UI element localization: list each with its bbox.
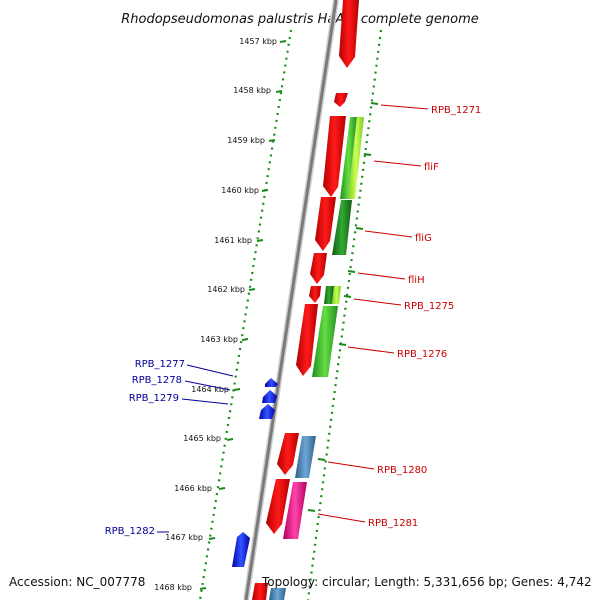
kbp-tick	[268, 139, 276, 142]
kbp-label: 1457 kbp	[239, 37, 277, 46]
gene-arrow[interactable]	[265, 378, 278, 387]
minus-strand-genes	[232, 378, 278, 567]
gene-arrow[interactable]	[332, 286, 341, 304]
gene-arrow[interactable]	[340, 117, 357, 199]
kbp-label: 1458 kbp	[233, 86, 271, 95]
gene-arrow[interactable]	[262, 390, 277, 403]
outer-tick	[343, 295, 352, 298]
topology-text: Topology: circular; Length: 5,331,656 bp…	[261, 575, 592, 589]
gene-label[interactable]: fliF	[424, 162, 439, 173]
gene-arrow[interactable]	[259, 404, 275, 419]
gene-label[interactable]: RPB_1278	[132, 375, 182, 386]
gene-arrow[interactable]	[283, 482, 307, 539]
outer-tick	[338, 343, 347, 346]
kbp-tick	[279, 40, 287, 43]
gene-arrow[interactable]	[310, 253, 327, 284]
gene-label[interactable]: RPB_1276	[397, 349, 447, 360]
gene-arrow[interactable]	[252, 583, 268, 600]
gene-label[interactable]: fliG	[415, 233, 432, 244]
gene-arrow[interactable]	[312, 306, 338, 377]
gene-arrow[interactable]	[269, 588, 286, 600]
gene-label[interactable]: RPB_1281	[368, 518, 418, 529]
plus-strand-genes	[252, 0, 359, 600]
gene-arrow[interactable]	[232, 532, 250, 567]
gene-arrow[interactable]	[348, 117, 364, 199]
leader-line	[373, 160, 422, 167]
gene-label[interactable]: RPB_1271	[431, 105, 481, 116]
gene-arrow[interactable]	[309, 286, 321, 303]
leader-line	[353, 298, 402, 306]
map-title: Rhodopseudomonas palustris HaA2, complet…	[121, 12, 479, 27]
leader-line	[347, 346, 395, 354]
gene-arrow[interactable]	[332, 200, 352, 255]
inner-dotted-track	[198, 29, 293, 600]
kbp-tick	[233, 388, 241, 391]
gene-arrow[interactable]	[324, 286, 334, 304]
gene-arrow[interactable]	[315, 197, 336, 251]
leader-line	[364, 230, 413, 238]
kbp-tick	[226, 438, 234, 441]
kbp-label: 1464 kbp	[191, 385, 229, 394]
gene-arrow[interactable]	[295, 436, 316, 478]
gene-label[interactable]: fliH	[408, 275, 425, 286]
kbp-labels: 1457 kbp 1458 kbp 1459 kbp 1460 kbp 1461…	[154, 37, 277, 592]
gene-arrow[interactable]	[334, 93, 348, 107]
leader-line	[327, 461, 375, 470]
outer-track-ticks	[307, 102, 379, 512]
outer-dotted-track	[306, 29, 383, 600]
plus-strand-colored-genes	[269, 117, 364, 600]
outer-tick	[347, 270, 356, 273]
gene-label[interactable]: RPB_1280	[377, 465, 427, 476]
kbp-label: 1461 kbp	[214, 236, 252, 245]
kbp-label: 1467 kbp	[165, 533, 203, 542]
kbp-label: 1462 kbp	[207, 285, 245, 294]
leader-line	[357, 272, 406, 280]
leader-line	[186, 364, 234, 377]
gene-arrow[interactable]	[296, 304, 318, 376]
gene-arrow[interactable]	[266, 479, 290, 534]
kbp-label: 1468 kbp	[154, 583, 192, 592]
genome-backbone	[244, 0, 338, 600]
kbp-tick	[218, 487, 226, 490]
outer-tick	[317, 458, 326, 461]
leader-line	[181, 398, 229, 405]
kbp-tick	[256, 239, 264, 242]
kbp-label: 1459 kbp	[227, 136, 265, 145]
kbp-ticks	[199, 40, 287, 590]
gene-label[interactable]: RPB_1282	[105, 526, 155, 537]
kbp-label: 1466 kbp	[174, 484, 212, 493]
gene-arrow[interactable]	[323, 116, 346, 197]
leader-line	[317, 513, 366, 523]
kbp-label: 1465 kbp	[183, 434, 221, 443]
gene-label[interactable]: RPB_1279	[129, 393, 179, 404]
gene-arrow[interactable]	[339, 0, 359, 68]
leader-lines	[157, 104, 429, 533]
kbp-tick	[261, 189, 269, 192]
kbp-tick	[208, 537, 216, 540]
outer-tick	[307, 509, 316, 512]
kbp-tick	[275, 90, 283, 93]
kbp-tick	[199, 587, 207, 590]
outer-tick	[363, 153, 372, 156]
outer-tick	[355, 227, 364, 230]
kbp-tick	[241, 338, 249, 341]
gene-labels: RPB_1271 fliF fliG fliH RPB_1275 RPB_127…	[105, 105, 482, 537]
leader-line	[380, 104, 429, 110]
leader-line	[184, 380, 231, 391]
gene-label[interactable]: RPB_1277	[135, 359, 185, 370]
gene-label[interactable]: RPB_1275	[404, 301, 454, 312]
gene-arrow[interactable]	[277, 433, 299, 475]
outer-tick	[370, 102, 379, 105]
kbp-tick	[248, 288, 256, 291]
kbp-label: 1460 kbp	[221, 186, 259, 195]
kbp-label: 1463 kbp	[200, 335, 238, 344]
accession-text: Accession: NC_007778	[9, 575, 145, 589]
